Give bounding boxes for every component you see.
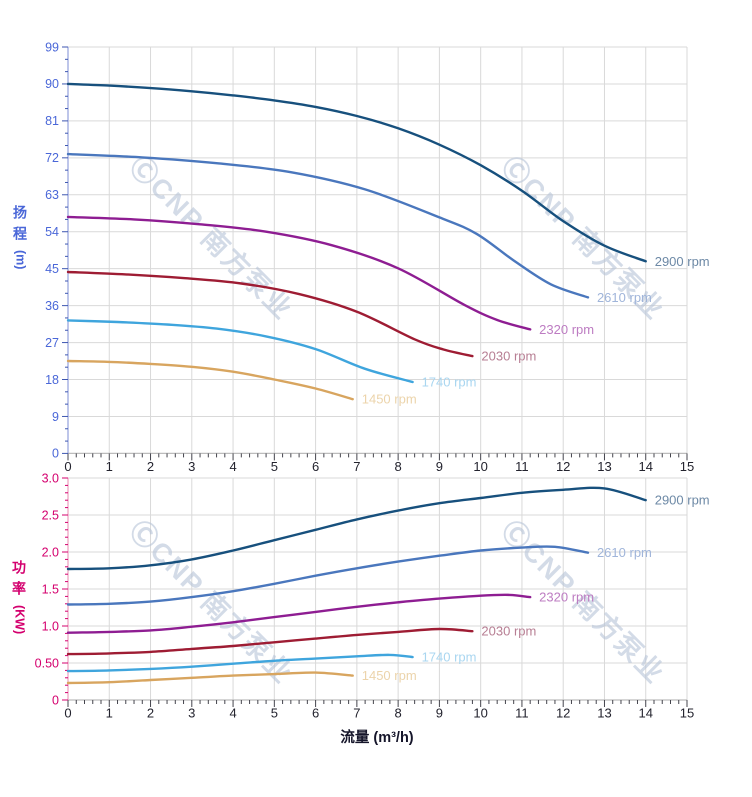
- power-curve-1450rpm: [66, 671, 354, 685]
- head-curve-label-2320rpm: 2320 rpm: [539, 322, 594, 337]
- head-y-tick-label: 81: [45, 114, 59, 128]
- power-x-tick-label: 5: [271, 706, 278, 721]
- head-curve-2900rpm: [66, 82, 647, 263]
- head-x-tick-label: 6: [312, 459, 319, 474]
- head-x-tick-label: 3: [188, 459, 195, 474]
- power-x-tick-label: 1: [106, 706, 113, 721]
- power-curve-label-2610rpm: 2610 rpm: [597, 545, 652, 560]
- head-axis-title-text: 扬程: [12, 205, 28, 247]
- power-curve-label-2900rpm: 2900 rpm: [655, 493, 710, 508]
- head-curve-label-2610rpm: 2610 rpm: [597, 290, 652, 305]
- head-x-tick-label: 15: [680, 459, 694, 474]
- power-x-tick-label: 7: [353, 706, 360, 721]
- head-y-tick-label: 45: [45, 262, 59, 276]
- head-x-tick-label: 1: [106, 459, 113, 474]
- power-x-tick-label: 10: [473, 706, 487, 721]
- power-curve-2900rpm: [66, 486, 647, 571]
- flow-axis-title: 流量 (m³/h): [340, 730, 414, 746]
- power-curve-2320rpm: [66, 593, 532, 634]
- head-curve-2320rpm: [66, 215, 532, 331]
- power-y-tick-label: 2.0: [42, 545, 59, 559]
- head-curve-1450rpm: [66, 359, 354, 401]
- power-x-tick-label: 2: [147, 706, 154, 721]
- head-x-tick-label: 9: [436, 459, 443, 474]
- power-y-tick-label: 2.5: [42, 508, 59, 522]
- head-curve-label-2900rpm: 2900 rpm: [655, 254, 710, 269]
- head-x-tick-label: 5: [271, 459, 278, 474]
- head-curve-2610rpm: [66, 152, 590, 299]
- head-axis-unit: (m): [13, 250, 28, 270]
- power-x-tick-label: 13: [597, 706, 611, 721]
- power-curve-label-1450rpm: 1450 rpm: [362, 668, 417, 683]
- head-x-tick-label: 4: [229, 459, 236, 474]
- power-x-tick-label: 0: [64, 706, 71, 721]
- head-y-tick-label: 63: [45, 188, 59, 202]
- power-y-tick-label: 0: [52, 693, 59, 707]
- power-curve-2030rpm: [66, 627, 474, 656]
- power-curve-label-2030rpm: 2030 rpm: [481, 624, 536, 639]
- head-y-tick-label: 54: [45, 225, 59, 239]
- head-x-tick-label: 13: [597, 459, 611, 474]
- power-x-tick-label: 6: [312, 706, 319, 721]
- head-y-tick-label: 72: [45, 151, 59, 165]
- head-curve-label-2030rpm: 2030 rpm: [481, 349, 536, 364]
- head-axes: 0 1 2 3 4 5 6 7 8 9 10 11 12 13 14 15999081726354453627…: [45, 40, 694, 474]
- power-x-tick-label: 14: [638, 706, 652, 721]
- head-x-tick-label: 14: [638, 459, 652, 474]
- power-axis-title-text: 功率: [11, 560, 27, 602]
- head-x-tick-label: 12: [556, 459, 570, 474]
- head-y-tick-label: 9: [52, 410, 59, 424]
- power-curve-2610rpm: [66, 545, 590, 606]
- power-x-tick-label: 11: [515, 706, 529, 721]
- head-y-tick-label: 27: [45, 336, 59, 350]
- power-y-tick-label: 1.5: [42, 582, 59, 596]
- head-x-tick-label: 8: [395, 459, 402, 474]
- power-x-tick-label: 4: [229, 706, 236, 721]
- power-x-tick-label: 12: [556, 706, 570, 721]
- head-x-tick-label: 0: [64, 459, 71, 474]
- head-x-tick-label: 7: [353, 459, 360, 474]
- power-grid: [68, 477, 688, 700]
- head-y-tick-label: 18: [45, 373, 59, 387]
- power-y-tick-label: 0.50: [35, 656, 59, 670]
- power-curves: 2900 rpm 2610 rpm 2320 rpm 2030 rpm 1740 rpm…: [66, 486, 710, 685]
- head-y-tick-label: 99: [45, 40, 59, 54]
- power-curve-label-1740rpm: 1740 rpm: [422, 650, 477, 665]
- power-y-tick-label: 1.0: [42, 619, 59, 633]
- head-x-tick-label: 11: [515, 459, 529, 474]
- head-y-tick-label: 36: [45, 299, 59, 313]
- power-axes: 0 1 2 3 4 5 6 7 8 9 10 11 12 13 14 153.02.52.01.51.00.5…: [35, 471, 695, 720]
- power-y-tick-label: 3.0: [42, 471, 59, 485]
- power-curve-1740rpm: [66, 653, 414, 673]
- power-x-tick-label: 8: [395, 706, 402, 721]
- head-x-tick-label: 10: [473, 459, 487, 474]
- head-axis-title: 扬程 (m): [12, 205, 28, 270]
- power-curve-label-2320rpm: 2320 rpm: [539, 590, 594, 605]
- head-y-tick-label: 90: [45, 77, 59, 91]
- power-x-tick-label: 15: [680, 706, 694, 721]
- head-curve-2030rpm: [66, 270, 474, 358]
- power-x-tick-label: 9: [436, 706, 443, 721]
- head-curve-1740rpm: [66, 319, 414, 384]
- head-y-tick-label: 0: [52, 447, 59, 461]
- power-axis-unit: (KW): [12, 605, 27, 635]
- head-curve-label-1450rpm: 1450 rpm: [362, 392, 417, 407]
- power-x-tick-label: 3: [188, 706, 195, 721]
- head-curve-label-1740rpm: 1740 rpm: [422, 374, 477, 389]
- power-axis-title: 功率 (KW): [11, 560, 27, 635]
- head-x-tick-label: 2: [147, 459, 154, 474]
